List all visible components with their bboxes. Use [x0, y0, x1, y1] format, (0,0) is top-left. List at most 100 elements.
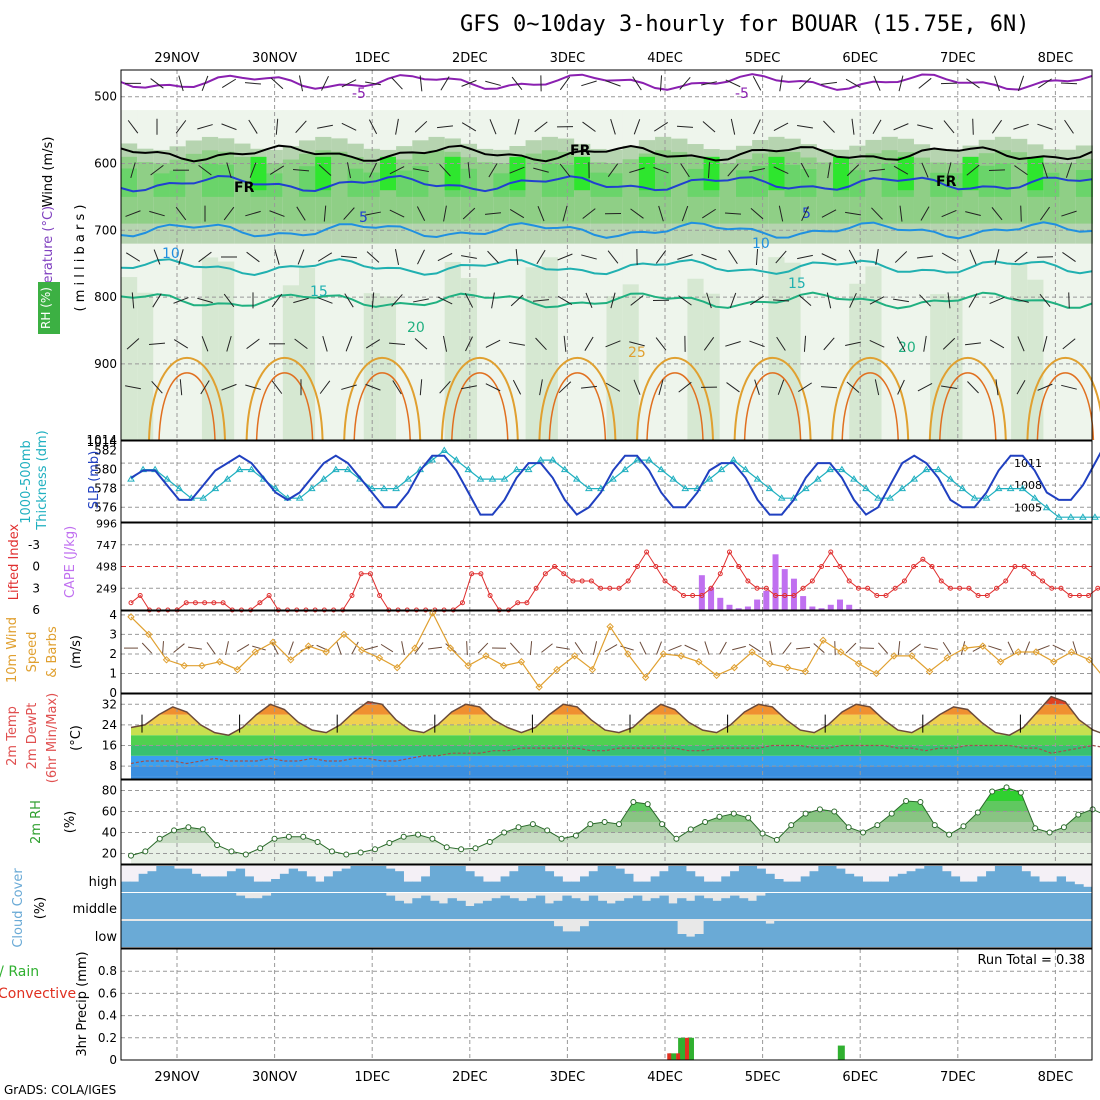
rh-band — [131, 832, 1092, 843]
cloud-low-cell — [844, 921, 855, 947]
li-point — [579, 578, 585, 584]
wind-barb — [921, 162, 929, 178]
wind10-line — [130, 611, 1100, 689]
wind-barb — [610, 118, 616, 135]
wind-barb — [294, 338, 308, 350]
wind-barb — [730, 118, 736, 135]
wind-barb — [893, 298, 909, 303]
thickness-point — [898, 484, 907, 492]
cloud-middle-cell — [721, 898, 731, 919]
cloud-high-cell — [465, 871, 475, 892]
cape-bar — [708, 587, 715, 610]
cloud-low-cell — [809, 921, 819, 947]
rh-point — [415, 831, 422, 838]
cloud-middle-cell — [765, 893, 775, 919]
wind-barb — [414, 120, 428, 133]
wind-barb — [461, 122, 477, 132]
cloud-middle-cell — [800, 893, 811, 919]
date-label-bottom: 1DEC — [354, 1070, 390, 1085]
wind-barb — [130, 162, 136, 179]
li-point — [819, 564, 825, 569]
thickness-point — [633, 456, 641, 463]
wind-barb — [153, 249, 161, 265]
wind10-point — [251, 648, 259, 656]
wind-barb — [1036, 256, 1054, 258]
wind-barb — [941, 385, 957, 389]
cloud-middle-cell — [226, 893, 237, 919]
wind-barb — [605, 80, 621, 87]
cloud-high-cell — [703, 881, 713, 892]
rh-shade-band — [218, 164, 236, 197]
rh-point — [673, 835, 680, 842]
wind-barb — [343, 207, 355, 220]
rh-shade-band — [1059, 163, 1077, 224]
wind-barb — [941, 252, 957, 262]
cloud-middle-cell — [694, 895, 705, 919]
rh-point — [759, 830, 766, 837]
cloud-middle-cell — [403, 903, 413, 919]
wind-barb — [653, 166, 669, 174]
cape-bar — [754, 599, 761, 610]
wind10-point — [979, 642, 987, 650]
cloud-low-cell — [129, 921, 140, 947]
cloud-middle-cell — [412, 898, 422, 919]
wind-barb — [322, 335, 328, 352]
wind-barb — [509, 166, 525, 174]
wind10-barb — [795, 646, 811, 650]
cloud-low-cell — [562, 931, 572, 947]
cloud-high-cell — [765, 873, 775, 892]
cloud-row-label: middle — [73, 902, 117, 917]
li-line — [130, 550, 1100, 611]
rh-band — [131, 787, 1092, 791]
temp-band — [131, 766, 1092, 777]
wind-barb — [727, 163, 739, 177]
slp-top-tick: 1014 — [86, 435, 117, 449]
wind-barb — [702, 208, 716, 219]
cloud-low-cell — [791, 921, 802, 947]
li-point — [634, 564, 640, 569]
wind-barb — [271, 380, 283, 394]
wind10-point — [287, 656, 295, 664]
cloud-high-cell — [1083, 886, 1093, 892]
wind10-point — [304, 642, 313, 650]
wind10-barb — [620, 645, 634, 651]
pressure-units-label: ( m i l l i b a r s ) — [73, 205, 88, 312]
wind-barb — [845, 341, 861, 346]
wind10-point — [340, 630, 348, 639]
cloud-middle-cell — [685, 900, 696, 919]
wind10-barb — [187, 646, 203, 650]
cloud-high-cell — [138, 873, 148, 892]
rh-frame — [120, 779, 1093, 865]
temp-contour-30 — [255, 372, 314, 441]
cloud-middle-cell — [324, 893, 334, 919]
wind-barb — [125, 385, 141, 390]
cloud-middle-cell — [315, 893, 325, 919]
wind10-point — [428, 609, 437, 617]
cloud-middle-cell — [641, 900, 652, 919]
wind-barb — [269, 165, 285, 175]
cloud-low-cell — [588, 921, 599, 947]
wind-barb — [340, 255, 358, 259]
li-tick: 3 — [32, 581, 40, 595]
thickness-point — [211, 484, 220, 492]
cloud-high-cell — [897, 873, 908, 892]
precip-frame — [120, 948, 1093, 1061]
rh-shade-band — [687, 168, 705, 197]
li-point — [349, 593, 355, 598]
cloud-high-cell — [500, 876, 510, 892]
cloud-high-cell — [836, 868, 846, 892]
wind-barb — [344, 293, 354, 308]
cloud-middle-cell — [218, 893, 228, 919]
cloud-low-cell — [324, 921, 334, 947]
cape-bar — [827, 604, 834, 610]
temp-contour-30 — [841, 372, 899, 441]
wind10-point — [233, 665, 242, 674]
wind-barb — [491, 292, 495, 309]
cloud-middle-cell — [888, 893, 899, 919]
wind-barb — [465, 336, 473, 352]
rh-shade-band — [396, 284, 414, 440]
li-point — [367, 571, 373, 577]
temp-band — [131, 714, 1092, 725]
li-point — [616, 585, 622, 591]
rh-point — [644, 801, 651, 808]
